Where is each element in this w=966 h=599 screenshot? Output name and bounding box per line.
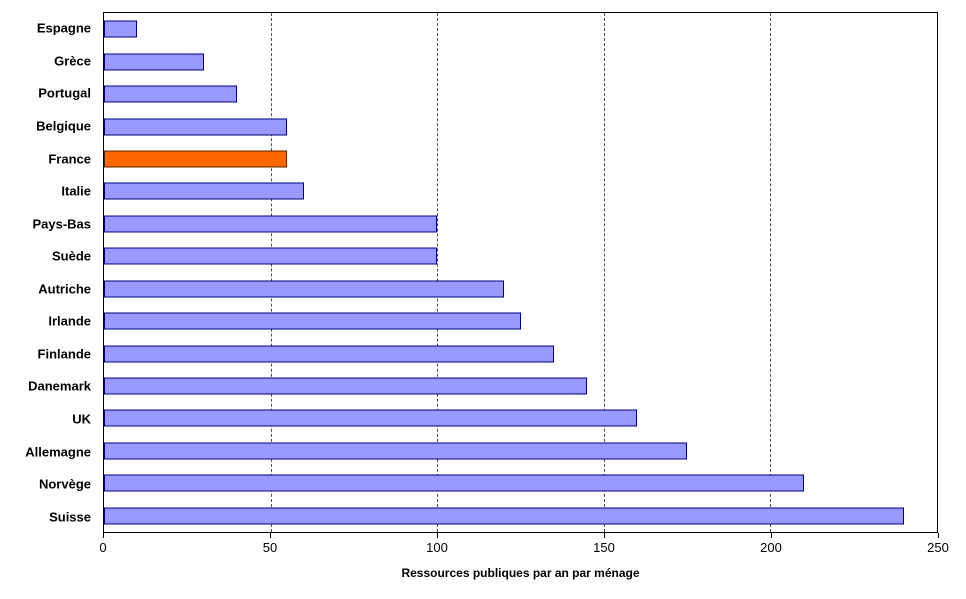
gridline xyxy=(770,13,772,532)
bar-row xyxy=(104,240,937,272)
bar-row xyxy=(104,13,937,45)
y-category-label: Belgique xyxy=(36,118,91,134)
bar-uk xyxy=(104,409,638,427)
x-tick-label: 0 xyxy=(99,540,107,555)
bar-norvège xyxy=(104,474,804,492)
bar-row xyxy=(104,143,937,175)
x-tick-mark xyxy=(938,533,939,538)
x-tick-mark xyxy=(771,533,772,538)
x-tick-mark xyxy=(270,533,271,538)
bar-row xyxy=(104,110,937,142)
gridline xyxy=(437,13,439,532)
bar-row xyxy=(104,175,937,207)
x-tick-label: 50 xyxy=(262,540,278,555)
x-axis-ticks xyxy=(103,533,939,539)
x-axis-title: Ressources publiques par an par ménage xyxy=(401,566,640,580)
bar-portugal xyxy=(104,85,238,103)
y-category-label: Autriche xyxy=(38,281,91,297)
y-category-label: Grèce xyxy=(54,53,91,69)
x-axis-values: 0 50 100 150 200 250 xyxy=(99,540,948,558)
bar-row xyxy=(104,370,937,402)
y-category-label: Danemark xyxy=(28,378,91,394)
bar-italie xyxy=(104,182,304,200)
bar-finlande xyxy=(104,345,554,363)
y-category-label: Espagne xyxy=(36,20,91,36)
x-tick-label: 200 xyxy=(760,540,782,555)
y-category-label: Suisse xyxy=(49,509,91,525)
bar-row xyxy=(104,467,937,499)
x-tick-label: 150 xyxy=(593,540,615,555)
gridline xyxy=(270,13,272,532)
y-category-label: Suède xyxy=(51,248,91,264)
bar-suisse xyxy=(104,507,904,525)
bar-row xyxy=(104,45,937,77)
bar-row xyxy=(104,78,937,110)
bar-row xyxy=(104,208,937,240)
bar-irlande xyxy=(104,312,521,330)
y-category-label: Pays-Bas xyxy=(32,216,91,232)
x-tick-mark xyxy=(437,533,438,538)
bar-allemagne xyxy=(104,442,688,460)
y-category-label: Norvège xyxy=(38,476,91,492)
x-tick-label: 100 xyxy=(426,540,448,555)
bar-row xyxy=(104,402,937,434)
bar-pays-bas xyxy=(104,215,438,233)
y-category-label: France xyxy=(48,151,91,167)
x-tick-mark xyxy=(103,533,104,538)
y-category-label: UK xyxy=(72,411,91,427)
y-category-label: Irlande xyxy=(48,313,91,329)
gridline xyxy=(603,13,605,532)
y-category-label: Allemagne xyxy=(25,444,91,460)
y-axis-labels: Espagne Grèce Portugal Belgique France Italie… xyxy=(0,12,97,533)
x-tick-mark xyxy=(604,533,605,538)
bar-espagne xyxy=(104,20,138,38)
bar-row xyxy=(104,305,937,337)
bar-danemark xyxy=(104,377,588,395)
x-tick-label: 250 xyxy=(927,540,949,555)
y-category-label: Portugal xyxy=(38,85,91,101)
bar-row xyxy=(104,273,937,305)
bar-suède xyxy=(104,247,438,265)
bar-grèce xyxy=(104,53,204,71)
bar-row xyxy=(104,337,937,369)
bar-row xyxy=(104,435,937,467)
bar-autriche xyxy=(104,280,504,298)
y-category-label: Finlande xyxy=(37,346,91,362)
bar-belgique xyxy=(104,118,288,136)
bar-highlight-france xyxy=(104,150,288,168)
y-category-label: Italie xyxy=(61,183,91,199)
plot-area xyxy=(103,12,938,533)
bar-row xyxy=(104,500,937,532)
